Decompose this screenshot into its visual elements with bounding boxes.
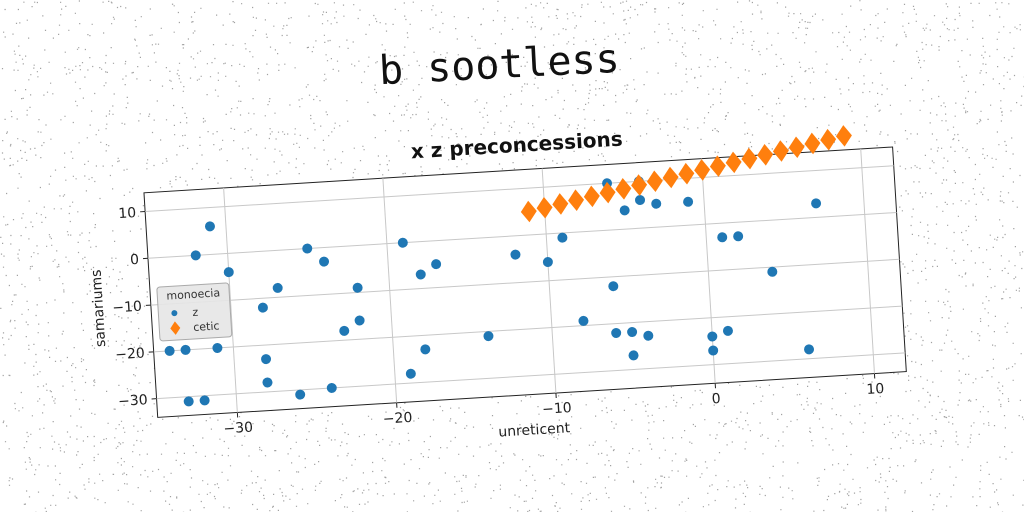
series-cetic-point bbox=[520, 200, 537, 223]
y-grid-line bbox=[145, 165, 894, 213]
series-cetic-point bbox=[804, 132, 821, 155]
series-cetic-point bbox=[757, 144, 774, 166]
series-cetic-point bbox=[615, 178, 632, 200]
series-z-point bbox=[608, 281, 619, 292]
series-z-point bbox=[302, 243, 313, 254]
series-cetic-point bbox=[662, 166, 679, 189]
x-tick-label: 0 bbox=[711, 391, 721, 408]
series-z-point bbox=[627, 327, 638, 338]
series-cetic-point bbox=[646, 170, 663, 193]
x-tick-label: −30 bbox=[223, 420, 253, 438]
figure-supertitle: b sootless bbox=[378, 36, 621, 95]
series-cetic-point bbox=[709, 155, 726, 177]
legend-title: monoecia bbox=[166, 286, 220, 302]
x-tick-label: 10 bbox=[866, 381, 885, 398]
series-z-point bbox=[354, 315, 365, 326]
y-tick-label: 0 bbox=[130, 252, 140, 269]
series-z-point bbox=[326, 382, 337, 393]
series-z-point bbox=[272, 282, 283, 293]
series-z-point bbox=[557, 232, 568, 243]
legend: monoecia z cetic bbox=[156, 282, 233, 342]
x-tick-label: −20 bbox=[382, 410, 412, 428]
x-axis-ticks: −30 −20 −10 0 10 bbox=[223, 373, 885, 437]
y-tick-label: −10 bbox=[112, 299, 142, 317]
series-z-point bbox=[811, 198, 822, 209]
series-z-point bbox=[708, 345, 719, 356]
series-cetic-point bbox=[788, 136, 805, 159]
series-z-point bbox=[223, 267, 234, 278]
y-axis-ticks: −30 −20 −10 0 10 bbox=[112, 205, 157, 410]
series-z-point bbox=[707, 331, 718, 342]
y-grid-line bbox=[150, 258, 900, 306]
series-z-point bbox=[717, 232, 728, 243]
legend-label-cetic: cetic bbox=[193, 319, 220, 334]
series-cetic-point bbox=[772, 140, 789, 162]
series-cetic-point bbox=[552, 193, 569, 215]
series-z-point bbox=[483, 331, 494, 342]
series-z-point bbox=[628, 350, 639, 361]
series-cetic-point bbox=[678, 162, 695, 185]
series-z-point bbox=[619, 205, 630, 216]
series-z-point bbox=[611, 327, 622, 338]
series-z-point bbox=[804, 344, 815, 355]
series-z-point bbox=[339, 325, 350, 336]
series-cetic-point bbox=[631, 174, 648, 196]
x-axis-label: unreticent bbox=[498, 420, 571, 440]
legend-label-z: z bbox=[192, 306, 199, 319]
series-z-point bbox=[183, 396, 194, 407]
series-z-markers bbox=[164, 176, 822, 407]
y-tick-label: −30 bbox=[118, 392, 148, 410]
series-z-point bbox=[164, 345, 175, 356]
series-z-point bbox=[204, 221, 215, 232]
series-cetic-point bbox=[536, 196, 553, 219]
series-z-point bbox=[767, 266, 778, 277]
series-cetic-point bbox=[835, 125, 852, 147]
series-z-point bbox=[733, 231, 744, 242]
series-z-point bbox=[199, 395, 210, 406]
series-z-point bbox=[578, 315, 589, 326]
series-z-point bbox=[319, 256, 330, 267]
series-cetic-point bbox=[725, 151, 742, 174]
series-cetic-point bbox=[694, 159, 711, 181]
y-grid-line bbox=[153, 305, 903, 353]
series-z-point bbox=[212, 342, 223, 353]
scatter-axes: −30 −20 −10 0 10 −30 −20 −10 0 10 x z preconcess… bbox=[89, 125, 907, 441]
series-cetic-markers bbox=[520, 125, 852, 223]
y-tick-label: 10 bbox=[118, 205, 137, 222]
series-z-point bbox=[683, 196, 694, 207]
series-z-point bbox=[262, 377, 273, 388]
chart-title: x z preconcessions bbox=[410, 126, 623, 163]
series-cetic-point bbox=[568, 189, 585, 211]
series-cetic-point bbox=[599, 181, 616, 204]
series-z-point bbox=[261, 354, 272, 365]
series-z-point bbox=[431, 259, 442, 270]
series-cetic-point bbox=[741, 147, 758, 170]
legend-marker-cetic bbox=[170, 321, 181, 335]
series-z-point bbox=[542, 257, 553, 268]
x-tick-label: −10 bbox=[542, 400, 572, 418]
series-z-point bbox=[510, 249, 521, 260]
series-z-point bbox=[651, 198, 662, 209]
series-z-point bbox=[257, 302, 268, 313]
series-z-point bbox=[722, 325, 733, 336]
legend-marker-z bbox=[171, 310, 178, 317]
series-z-point bbox=[190, 250, 201, 261]
series-z-point bbox=[352, 282, 363, 293]
series-z-point bbox=[635, 195, 646, 206]
series-z-point bbox=[397, 237, 408, 248]
y-axis-label: samariums bbox=[89, 269, 110, 347]
series-cetic-point bbox=[820, 128, 837, 151]
series-cetic-point bbox=[583, 185, 600, 208]
series-z-point bbox=[415, 269, 426, 280]
y-tick-label: −20 bbox=[115, 345, 145, 363]
series-z-point bbox=[420, 344, 431, 355]
y-grid-line bbox=[147, 212, 897, 259]
series-z-point bbox=[180, 344, 191, 355]
y-grid-line bbox=[156, 352, 906, 400]
series-z-point bbox=[643, 330, 654, 341]
series-z-point bbox=[295, 389, 306, 400]
series-z-point bbox=[405, 368, 416, 379]
